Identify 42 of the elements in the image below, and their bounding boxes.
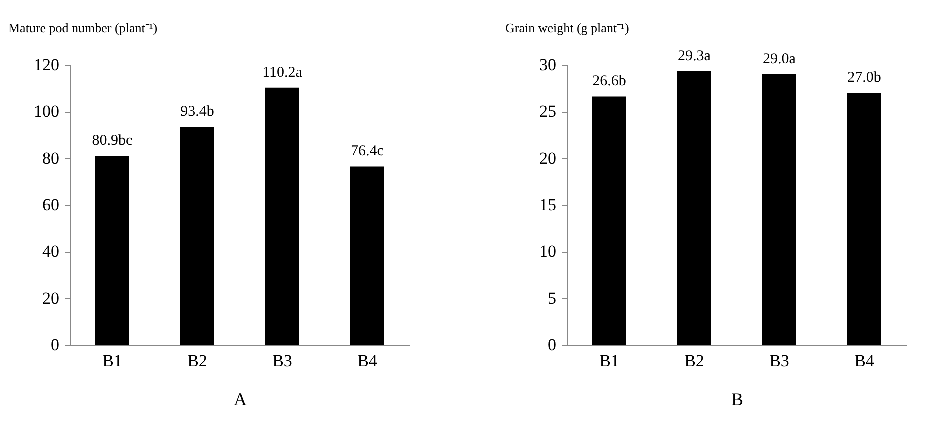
y-tick-label: 25	[540, 102, 556, 122]
y-axis-title: Grain weight (g plant⁻¹)	[506, 20, 630, 36]
y-tick-label: 100	[34, 102, 60, 122]
bar	[180, 127, 214, 345]
y-tick-label: 20	[540, 148, 556, 168]
bar	[350, 166, 384, 345]
y-tick-label: 0	[548, 336, 556, 354]
bar	[762, 74, 796, 345]
y-tick-label: 60	[42, 196, 60, 214]
data-label: 26.6b	[592, 74, 626, 90]
y-tick-label: 0	[51, 336, 60, 354]
data-label: 80.9bc	[92, 133, 134, 150]
y-tick-label: 15	[540, 196, 556, 214]
y-tick-label: 40	[42, 242, 60, 262]
bar	[678, 72, 712, 345]
y-tick-label: 5	[548, 288, 556, 308]
x-tick-label: B1	[102, 352, 122, 370]
data-label: 29.3a	[678, 48, 712, 65]
y-tick-label: 10	[540, 242, 556, 262]
bar	[848, 93, 882, 345]
y-tick-label: 20	[42, 288, 60, 308]
x-tick-label: B4	[358, 352, 378, 370]
x-axis-title: A	[234, 390, 247, 410]
data-label: 27.0b	[848, 70, 882, 86]
data-label: 29.0a	[763, 51, 796, 68]
y-axis-title: Mature pod number (plant⁻¹)	[8, 20, 158, 36]
x-tick-label: B2	[684, 352, 704, 370]
x-tick-label: B4	[854, 352, 875, 370]
x-tick-label: B2	[188, 352, 208, 370]
y-tick-label: 80	[42, 148, 60, 168]
x-axis-title: B	[731, 390, 744, 410]
y-tick-label: 30	[540, 56, 556, 74]
x-tick-label: B1	[600, 352, 620, 370]
x-tick-label: B3	[272, 352, 292, 370]
bar	[266, 88, 300, 345]
data-label: 93.4b	[180, 104, 214, 120]
bar	[96, 156, 130, 345]
x-tick-label: B3	[770, 352, 790, 370]
y-tick-label: 120	[34, 56, 60, 74]
data-label: 110.2a	[262, 64, 303, 81]
bar	[592, 96, 626, 345]
data-label: 76.4c	[351, 144, 384, 160]
